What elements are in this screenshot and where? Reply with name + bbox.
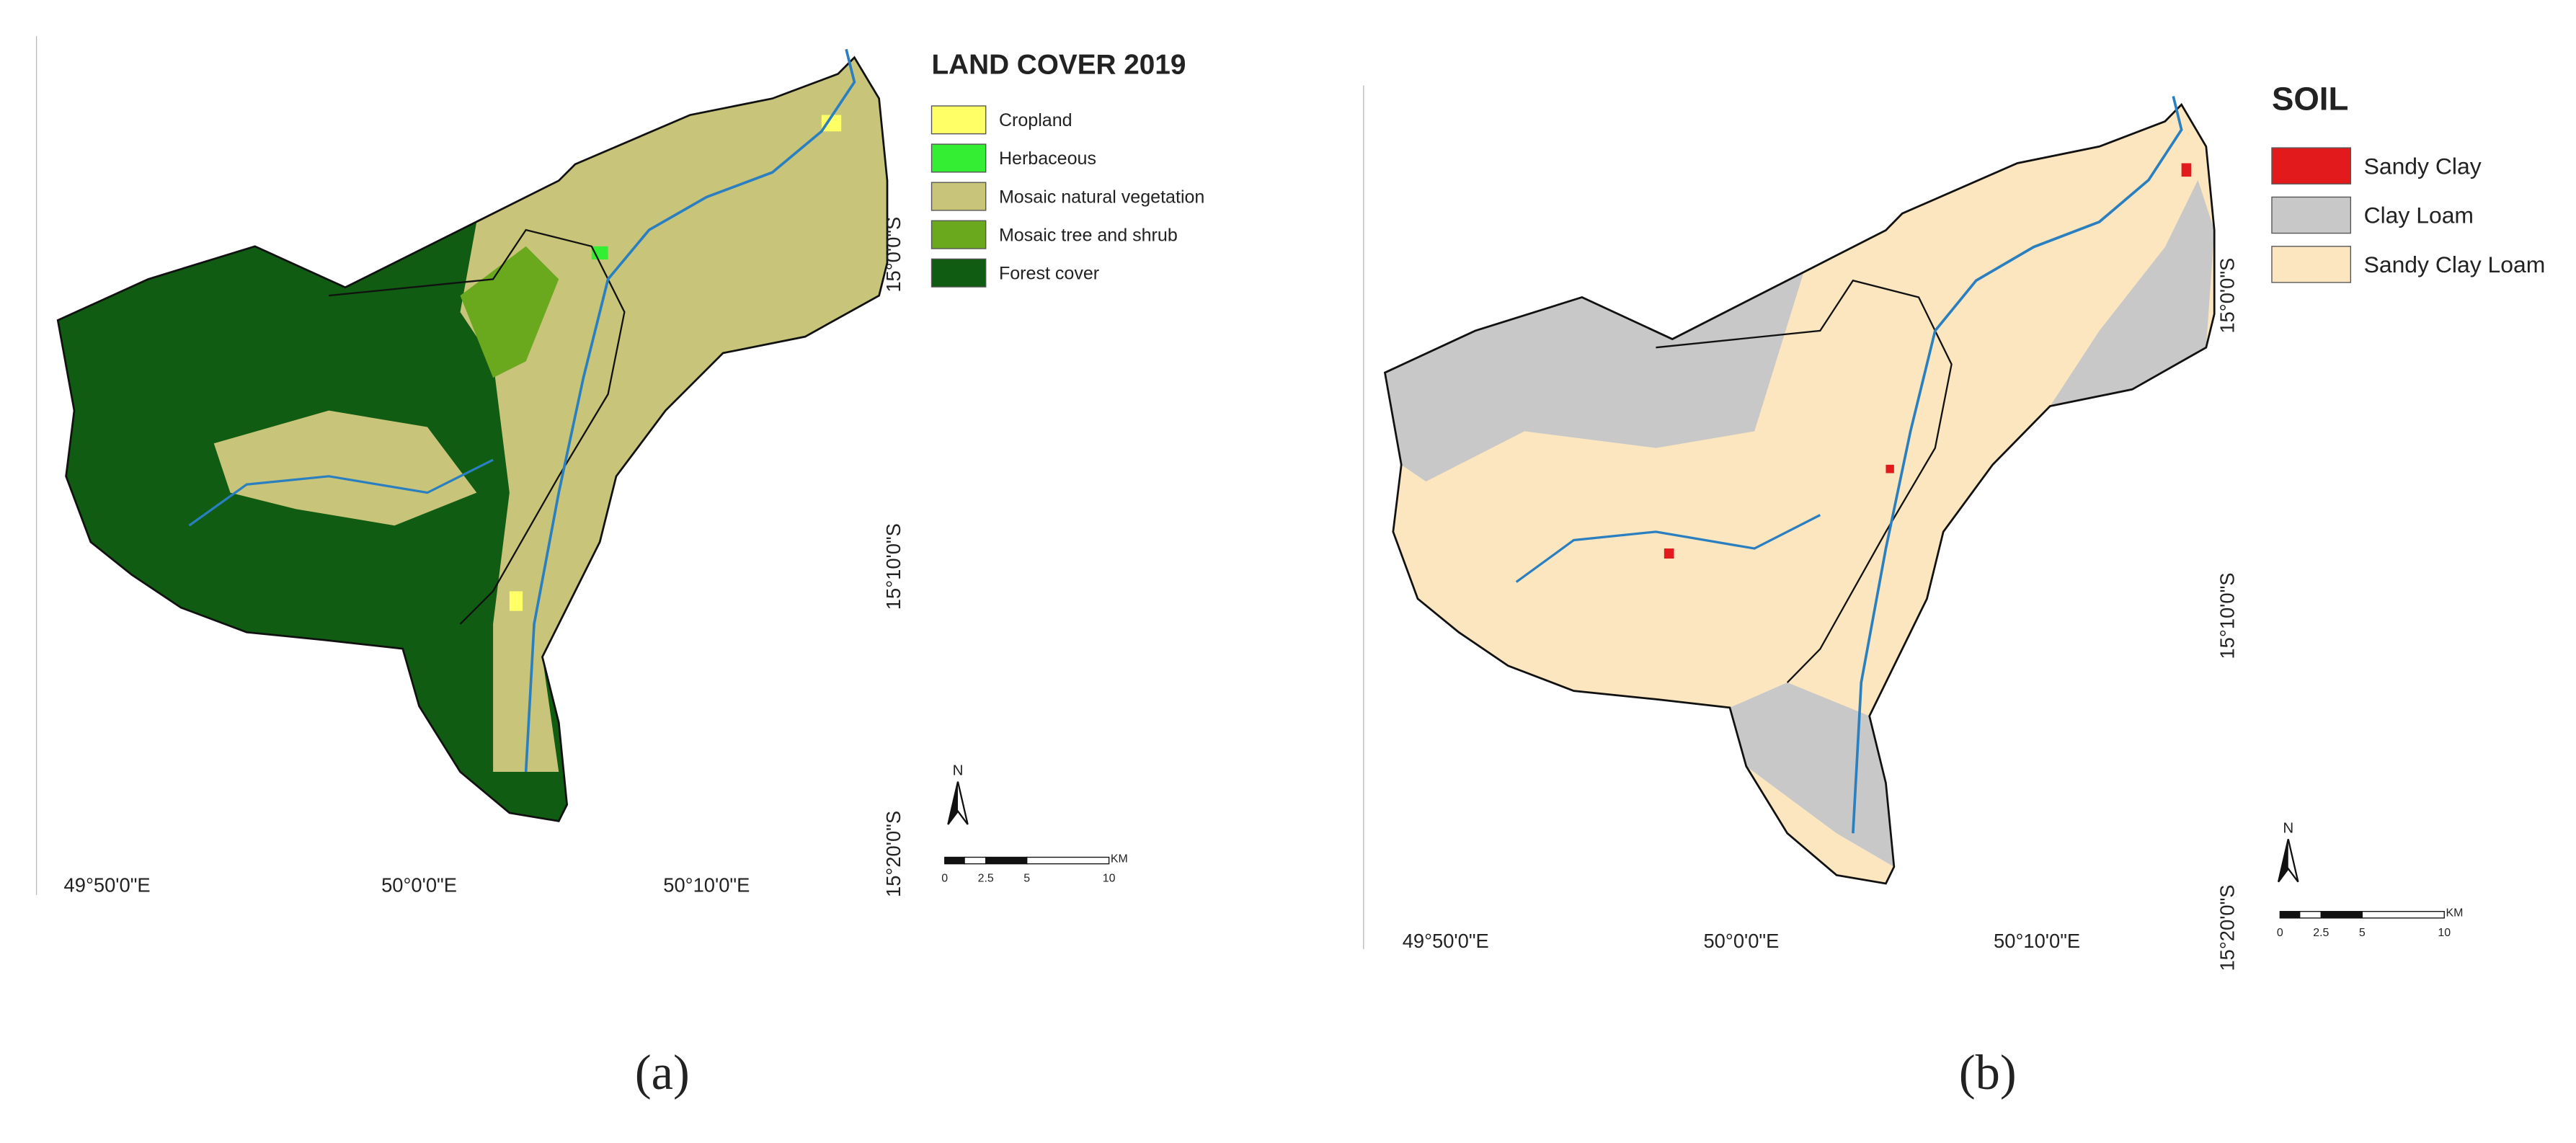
legend-swatch [931,220,987,249]
longitude-label: 49°50'0"E [64,873,151,896]
legend-label: Sandy Clay Loam [2364,252,2546,277]
legend-swatch [931,182,987,211]
cropland-patch [821,115,842,132]
sandy-clay-patch [1664,548,1674,559]
scale-label: 2.5 [2313,927,2329,939]
legend-swatch [931,143,987,173]
longitude-label: 50°10'0"E [663,873,750,896]
river [188,458,494,527]
scale-bar-segment [2320,911,2363,919]
latitude-label: 15°10'0"S [882,523,905,610]
subbasin-boundary [1656,279,1953,683]
river [1852,96,2183,834]
scale-bar-segment [2361,911,2445,919]
north-arrow-half [948,781,958,824]
legend-label: Clay Loam [2364,203,2474,228]
scale-label: 10 [1103,873,1116,885]
legend-label: Mosaic natural vegetation [999,187,1204,207]
scale-bar-segment [1026,856,1110,865]
latitude-label: 15°0'0"S [2216,258,2239,334]
clay-loam-area [2050,179,2215,406]
scale-unit: KM [1111,853,1128,865]
legend-label: Mosaic tree and shrub [999,225,1178,245]
longitude-label: 50°10'0"E [1994,930,2080,952]
north-label: N [953,762,964,779]
legend-label: Sandy Clay [2364,153,2482,179]
latitude-label: 15°20'0"S [2216,884,2239,971]
scale-bar-segment [2279,911,2301,919]
latitude-label: 15°0'0"S [882,217,905,293]
scale-label: 10 [2438,927,2451,939]
latitude-label: 15°10'0"S [2216,572,2239,659]
scale-label: 0 [2277,927,2283,939]
caption: (a) [635,1045,690,1100]
north-arrow-half [2278,839,2288,882]
sandy-clay-patch [2181,163,2192,177]
river [524,48,856,773]
clay-loam-area [1385,272,1804,482]
scale-bar-segment [2299,911,2322,919]
map-b [1384,96,2216,885]
map-a [56,48,889,822]
longitude-label: 49°50'0"E [1403,930,1489,952]
cropland-patch [509,591,523,611]
longitude-label: 50°0'0"E [1703,930,1779,952]
scale-label: 0 [941,873,948,885]
scale-unit: KM [2446,907,2464,920]
legend-title: LAND COVER 2019 [932,50,1186,81]
scale-label: 5 [2359,927,2366,939]
caption: (b) [1959,1045,2017,1100]
sandy-clay-patch [1886,464,1894,473]
latitude-label: 15°20'0"S [882,811,905,897]
scale-label: 2.5 [978,873,994,885]
legend-swatch [931,105,987,135]
legend-swatch [2271,147,2352,184]
legend-label: Cropland [999,110,1072,130]
mosaic-area [460,57,887,773]
legend-label: Forest cover [999,263,1099,283]
legend-swatch [2271,196,2352,234]
mosaic-area [213,410,477,526]
legend-title: SOIL [2272,81,2348,117]
scale-bar-segment [944,856,965,865]
river [1515,514,1821,583]
scale-bar-segment [985,856,1028,865]
scale-label: 5 [1023,873,1030,885]
scale-bar-segment [964,856,987,865]
legend-swatch [2271,246,2352,283]
legend-swatch [931,258,987,288]
north-label: N [2283,819,2293,836]
legend-label: Herbaceous [999,148,1096,169]
subbasin-boundary [329,228,626,625]
longitude-label: 50°0'0"E [381,873,457,896]
